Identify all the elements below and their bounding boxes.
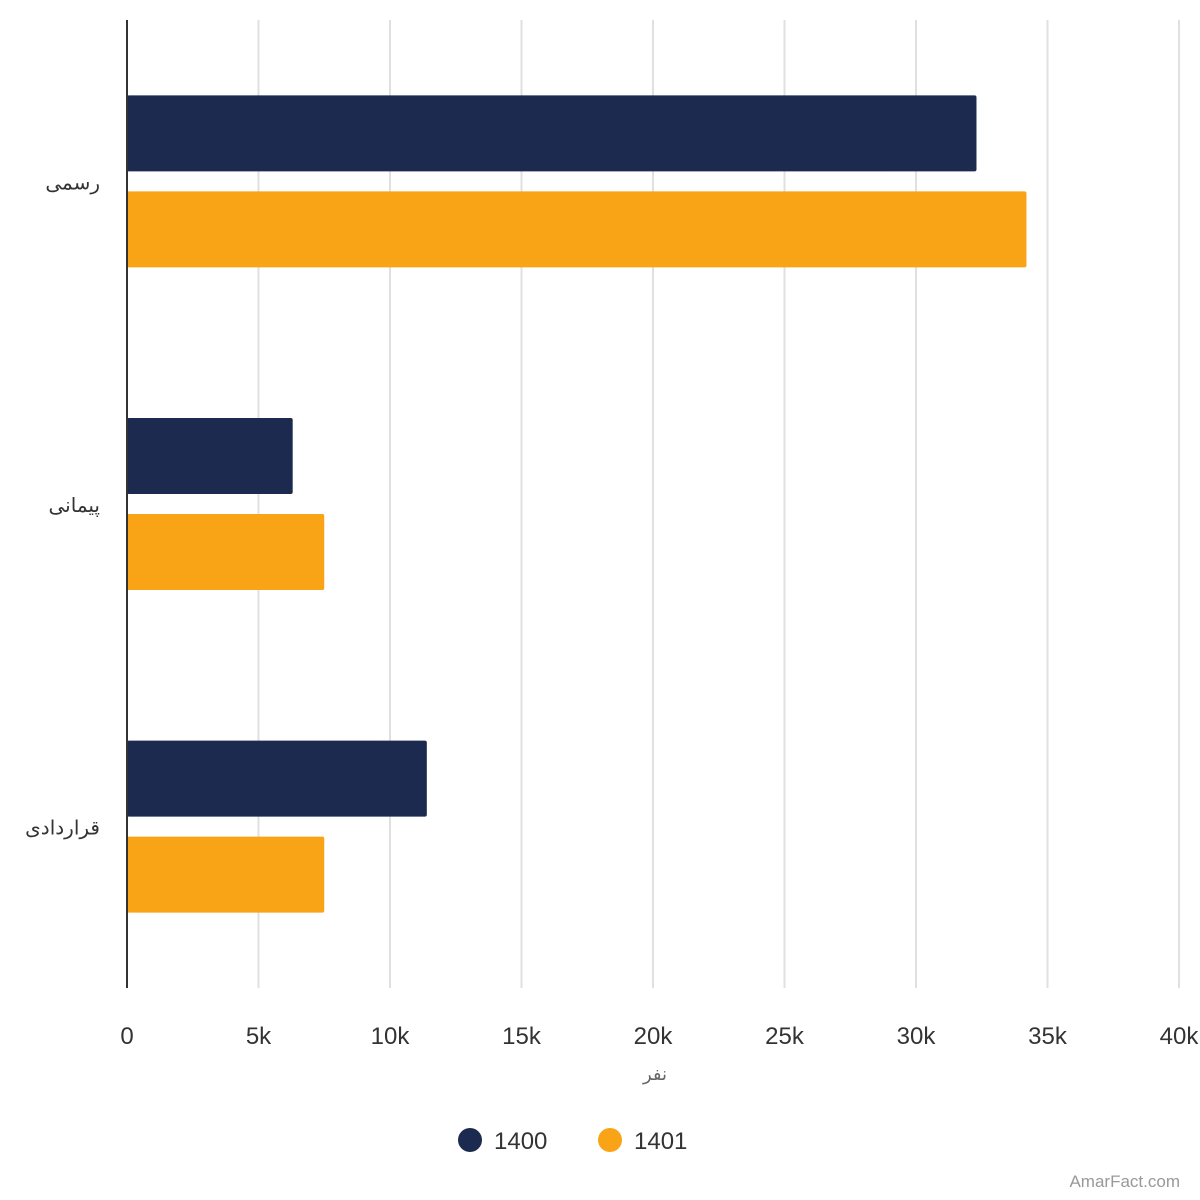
bars [127,95,1027,913]
x-tick-label: 10k [371,1023,411,1050]
legend-label[interactable]: 1400 [494,1128,547,1155]
legend-swatch[interactable] [598,1128,622,1152]
y-category-label: پیمانی [49,493,101,518]
bar[interactable] [127,514,325,590]
source-credit: AmarFact.com [1069,1172,1180,1191]
x-tick-label: 20k [634,1023,674,1050]
y-category-label: قراردادی [25,816,100,840]
x-tick-label: 5k [246,1023,272,1050]
bar[interactable] [127,740,427,817]
bar[interactable] [127,418,293,494]
x-tick-label: 40k [1160,1023,1200,1050]
x-tick-label: 15k [502,1023,542,1050]
legend-swatch[interactable] [458,1128,482,1152]
x-tick-label: 35k [1028,1023,1068,1050]
y-category-label: رسمی [45,170,100,194]
legend[interactable]: 1400 1401 [458,1128,687,1155]
x-tick-label: 25k [765,1023,805,1050]
bar[interactable] [127,191,1027,268]
bar[interactable] [127,95,977,172]
x-axis-title: نفر [642,1064,667,1085]
x-tick-label: 30k [897,1023,937,1050]
grid-lines [257,20,1180,988]
x-tick-label: 0 [120,1023,133,1050]
bar[interactable] [127,836,325,913]
axes: 0 5k 10k 15k 20k 25k 30k 35k 40k رسمی پیمانی قراردا… [25,20,1199,1050]
legend-label[interactable]: 1401 [634,1128,687,1155]
